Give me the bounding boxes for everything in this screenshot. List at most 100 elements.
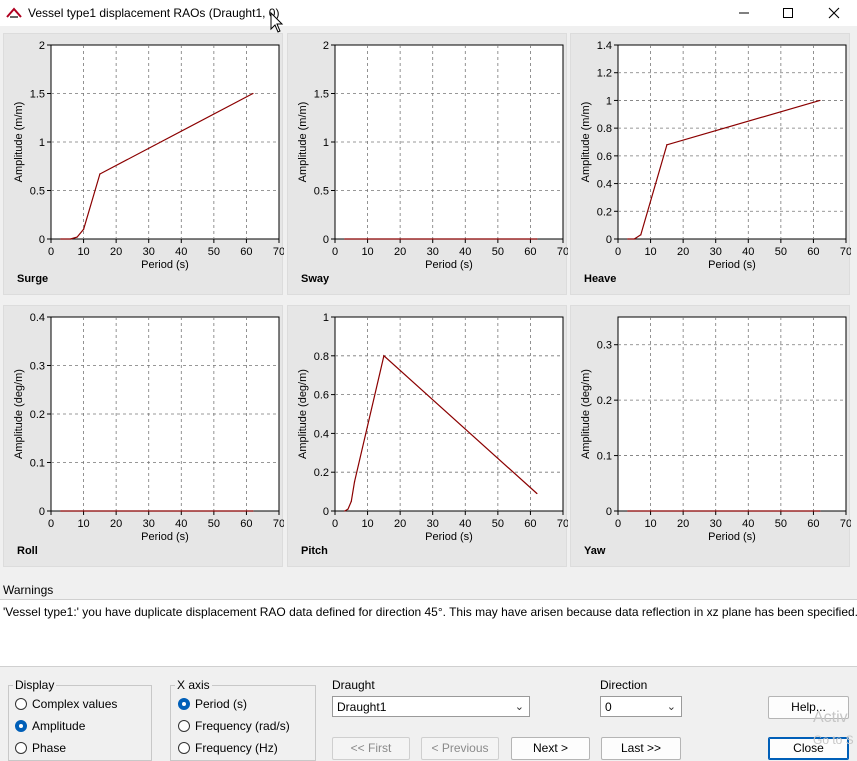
plot-area (617, 316, 847, 512)
y-tick-label: 0 (39, 506, 45, 518)
data-point (344, 510, 346, 512)
rao-series-line (60, 92, 254, 240)
y-tick-label: 0.3 (30, 361, 45, 373)
y-tick-label: 2 (323, 40, 329, 52)
chart-title-label: Roll (17, 545, 38, 557)
chart-svg: 0 10 20 30 40 50 60 70 0 0.1 0.2 0.3 Period (s) Ampli… (580, 316, 851, 557)
data-point (627, 238, 629, 240)
direction-label: Direction (600, 678, 648, 692)
close-icon (828, 7, 840, 19)
data-point (347, 508, 349, 510)
y-axis-label: Amplitude (deg/m) (297, 369, 309, 459)
chart-title-label: Sway (301, 273, 330, 285)
x-tick-label: 30 (710, 518, 722, 530)
y-tick-label: 0.1 (30, 458, 45, 470)
x-tick-label: 60 (524, 246, 536, 258)
data-point (819, 99, 821, 102)
y-tick-label: 0.1 (597, 451, 612, 463)
x-tick-label: 70 (840, 246, 851, 258)
rao-series-line (344, 354, 538, 512)
x-tick-label: 40 (459, 518, 471, 530)
y-tick-label: 1 (323, 137, 329, 149)
y-tick-label: 0.5 (30, 186, 45, 198)
last-button[interactable]: Last >> (601, 737, 681, 760)
chevron-down-icon: ⌄ (514, 701, 524, 713)
y-axis-label: Amplitude (m/m) (13, 102, 25, 183)
x-tick-label: 40 (742, 246, 754, 258)
direction-select[interactable]: 0 ⌄ (600, 696, 682, 717)
y-tick-label: 0 (606, 506, 612, 518)
window-title: Vessel type1 displacement RAOs (Draught1… (28, 6, 280, 20)
data-point (60, 510, 62, 512)
data-point (69, 238, 72, 240)
radio-phase[interactable]: Phase (15, 741, 66, 755)
x-tick-label: 10 (644, 518, 656, 530)
data-point (666, 144, 668, 146)
data-point (383, 355, 385, 357)
y-tick-label: 1.2 (597, 68, 612, 80)
y-tick-label: 0.4 (314, 428, 329, 440)
y-tick-label: 1 (39, 137, 45, 149)
y-tick-label: 0.4 (597, 179, 612, 191)
x-axis-label: Period (s) (141, 531, 189, 543)
close-button[interactable]: Close (768, 737, 849, 760)
y-tick-label: 0.4 (30, 312, 45, 324)
radio-icon (178, 742, 190, 754)
x-tick-label: 60 (807, 518, 819, 530)
close-window-button[interactable] (811, 0, 857, 26)
radio-frequency-rad[interactable]: Frequency (rad/s) (178, 719, 290, 733)
x-tick-label: 40 (742, 518, 754, 530)
next-button[interactable]: Next > (511, 737, 590, 760)
x-tick-label: 20 (677, 246, 689, 258)
draught-select[interactable]: Draught1 ⌄ (332, 696, 530, 717)
y-tick-label: 1 (606, 95, 612, 107)
warnings-label: Warnings (3, 583, 54, 597)
y-tick-label: 0.6 (314, 390, 329, 402)
minimize-icon (739, 12, 749, 14)
data-point (536, 238, 538, 240)
radio-selected-icon (15, 720, 27, 732)
y-axis-label: Amplitude (m/m) (297, 102, 309, 183)
radio-amplitude[interactable]: Amplitude (15, 719, 85, 733)
chart-svg: 0 10 20 30 40 50 60 70 0 0.5 1 1.5 2 Period (s) Amplit… (297, 40, 568, 285)
y-axis-label: Amplitude (deg/m) (580, 369, 592, 459)
plot-area (617, 44, 847, 240)
app-icon (6, 7, 22, 18)
minimize-button[interactable] (721, 0, 767, 26)
data-point (252, 92, 254, 95)
y-tick-label: 0 (323, 506, 329, 518)
x-tick-label: 20 (110, 518, 122, 530)
radio-complex-values[interactable]: Complex values (15, 697, 117, 711)
y-tick-label: 0.8 (314, 351, 329, 363)
first-button[interactable]: << First (332, 737, 410, 760)
radio-frequency-hz[interactable]: Frequency (Hz) (178, 741, 278, 755)
x-axis-label: Period (s) (425, 259, 473, 271)
x-tick-label: 0 (48, 518, 54, 530)
x-tick-label: 50 (775, 518, 787, 530)
x-tick-label: 60 (240, 246, 252, 258)
x-tick-label: 60 (524, 518, 536, 530)
chart-svg: 0 10 20 30 40 50 60 70 0 0.5 1 1.5 2 Period (s) Amplit… (13, 40, 284, 285)
x-tick-label: 70 (557, 246, 568, 258)
previous-button[interactable]: < Previous (421, 737, 499, 760)
y-tick-label: 1.5 (314, 89, 329, 101)
x-tick-label: 50 (775, 246, 787, 258)
x-tick-label: 50 (492, 518, 504, 530)
x-tick-label: 70 (557, 518, 568, 530)
radio-icon (178, 720, 190, 732)
y-tick-label: 0.2 (597, 395, 612, 407)
warning-message: 'Vessel type1:' you have duplicate displ… (3, 605, 857, 619)
x-tick-label: 40 (459, 246, 471, 258)
x-tick-label: 70 (840, 518, 851, 530)
radio-period[interactable]: Period (s) (178, 697, 247, 711)
data-point (99, 173, 101, 175)
data-point (60, 238, 62, 240)
mouse-cursor-icon (270, 12, 284, 33)
maximize-button[interactable] (765, 0, 811, 26)
help-button[interactable]: Help... (768, 696, 849, 719)
x-tick-label: 0 (332, 518, 338, 530)
y-tick-label: 1.4 (597, 40, 612, 52)
warnings-box[interactable]: 'Vessel type1:' you have duplicate displ… (0, 599, 857, 667)
title-bar: Vessel type1 displacement RAOs (Draught1… (0, 0, 857, 26)
y-tick-label: 1.5 (30, 89, 45, 101)
